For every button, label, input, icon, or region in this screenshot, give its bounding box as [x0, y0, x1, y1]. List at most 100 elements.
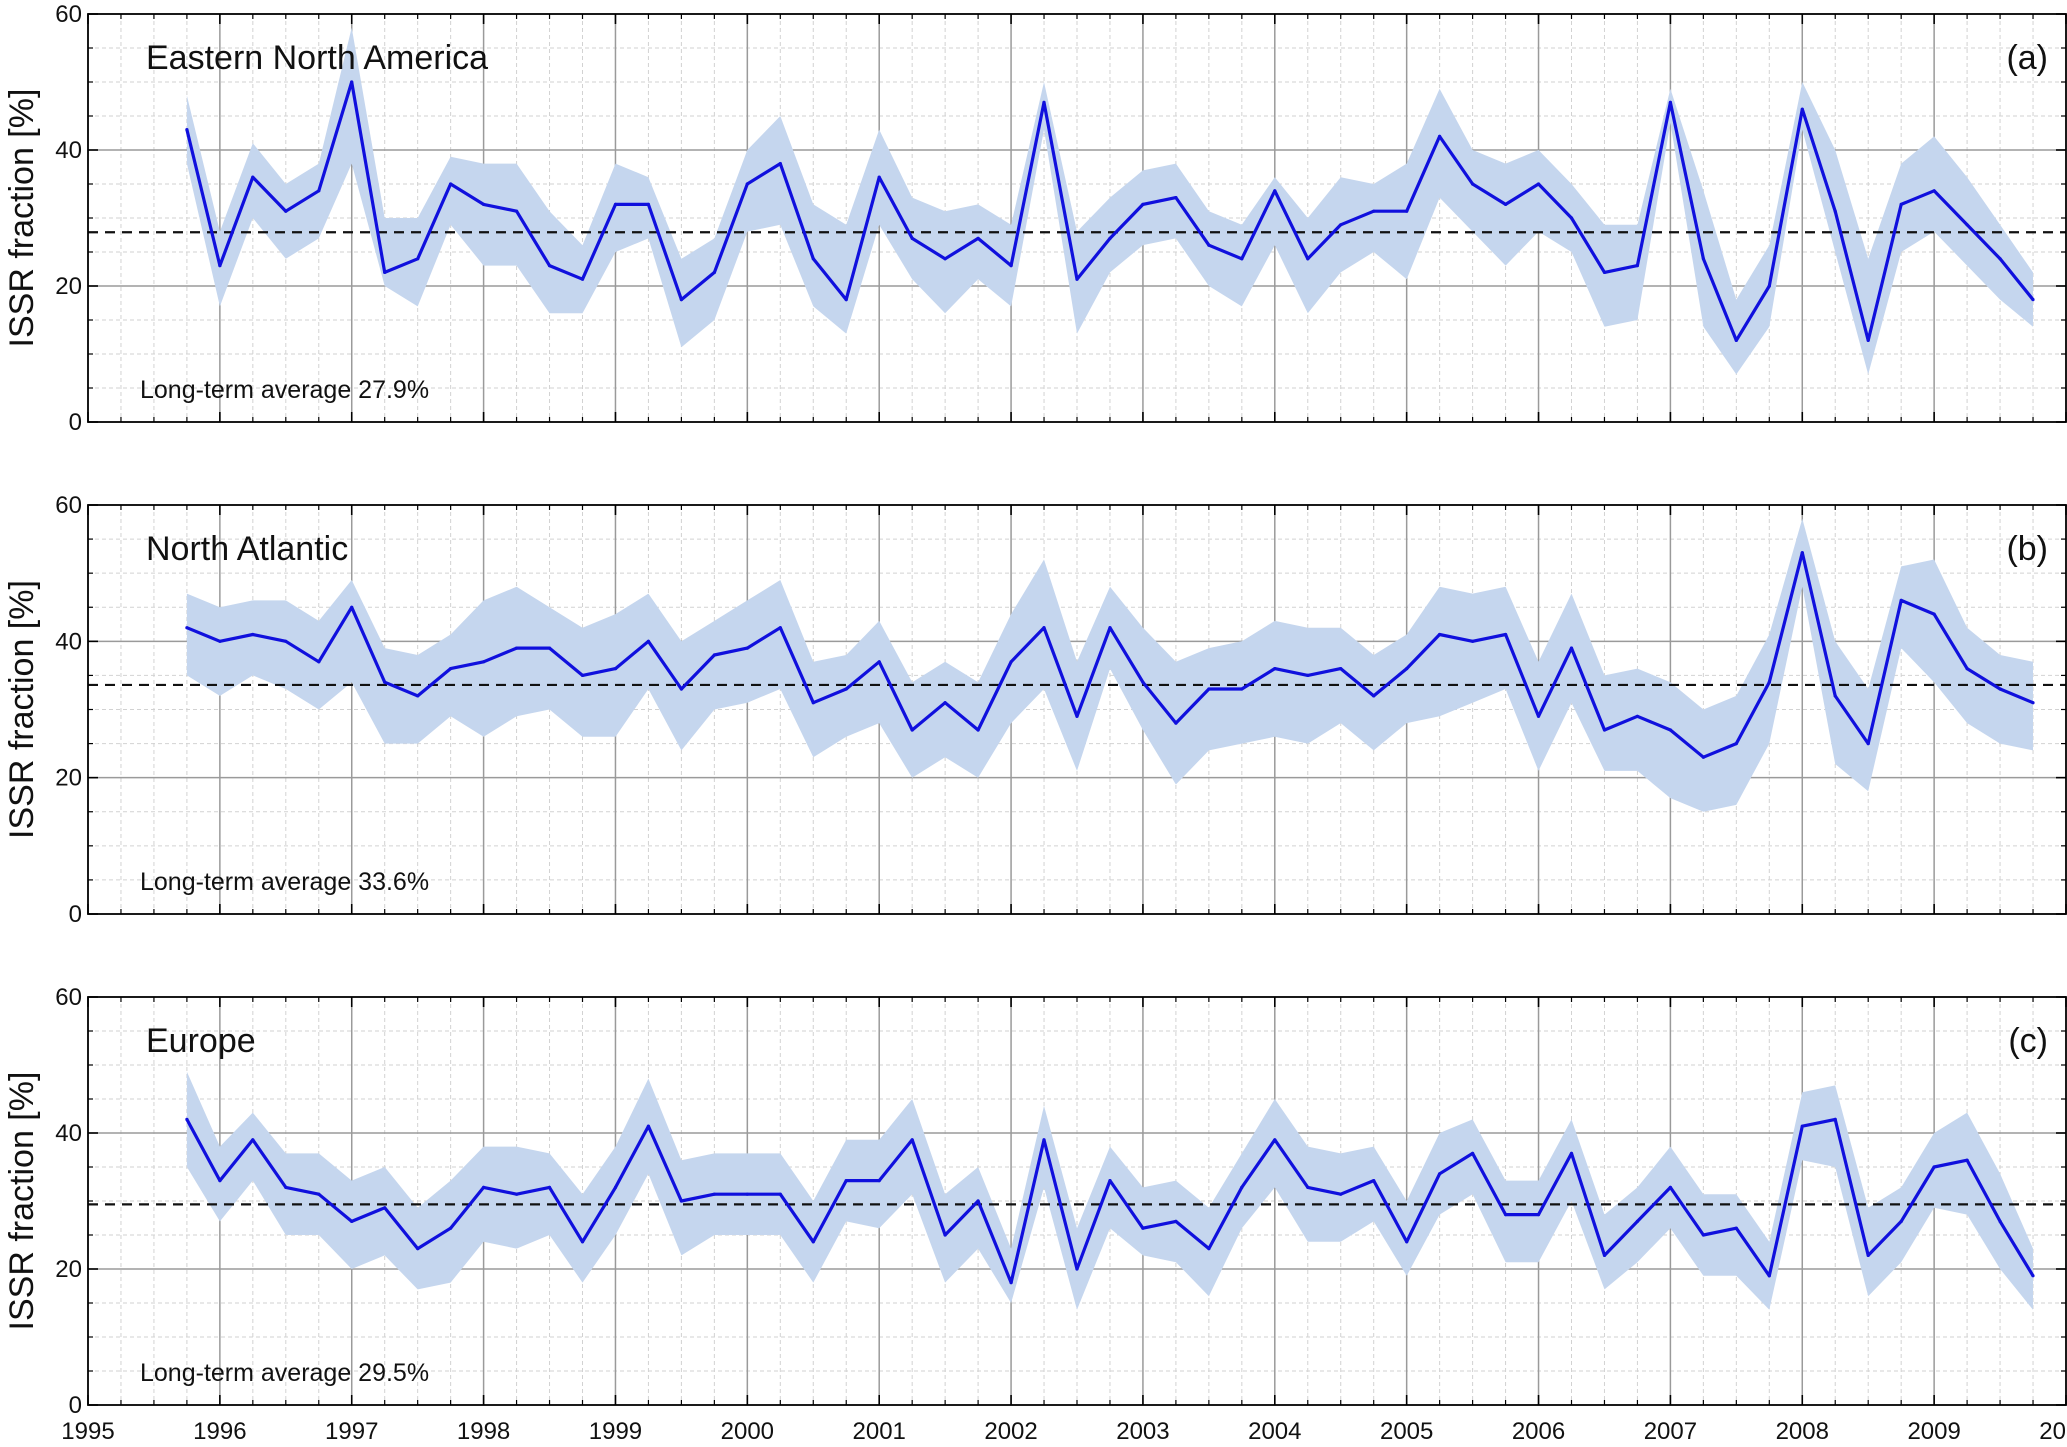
data-point — [482, 202, 486, 206]
data-point — [1405, 667, 1409, 671]
y-tick-label: 20 — [55, 765, 82, 792]
y-tick-label: 0 — [69, 1392, 82, 1419]
data-point — [646, 639, 651, 643]
x-tick-label: 2002 — [984, 1418, 1037, 1445]
data-point — [877, 660, 881, 664]
data-point — [1108, 626, 1112, 630]
data-point — [1536, 182, 1541, 186]
data-point — [1833, 1117, 1837, 1121]
data-point — [745, 182, 749, 186]
data-point — [1701, 257, 1705, 261]
data-point — [350, 1219, 354, 1223]
data-point — [251, 175, 255, 179]
data-point — [1569, 646, 1574, 650]
data-point — [844, 1179, 848, 1183]
long-term-average-label: Long-term average 27.9% — [140, 376, 429, 404]
data-point — [679, 1199, 684, 1203]
data-point — [2031, 1274, 2035, 1278]
y-tick-label: 40 — [55, 1120, 82, 1147]
data-point — [1141, 202, 1145, 206]
data-point — [515, 646, 519, 650]
data-point — [943, 701, 947, 705]
data-point — [1866, 1253, 1870, 1257]
data-point — [811, 701, 815, 705]
data-point — [1899, 1219, 1903, 1223]
uncertainty-band — [186, 27, 2033, 375]
data-point — [251, 632, 255, 637]
y-axis-label: ISSR fraction [%] — [3, 580, 41, 839]
x-tick-label: 2010 — [2039, 1418, 2067, 1445]
x-tick-label: 1999 — [589, 1418, 642, 1445]
long-term-average-label: Long-term average 33.6% — [140, 868, 429, 896]
data-point — [1965, 223, 1969, 227]
x-tick-label: 2007 — [1644, 1418, 1697, 1445]
data-point — [515, 209, 519, 213]
data-point — [1273, 1138, 1277, 1142]
data-point — [1108, 1179, 1112, 1183]
data-point — [218, 1179, 222, 1183]
x-tick-label: 2003 — [1116, 1418, 1169, 1445]
data-point — [1339, 1192, 1343, 1196]
data-point — [1668, 728, 1672, 732]
data-point — [284, 639, 288, 643]
data-point — [613, 667, 618, 671]
data-point — [1833, 209, 1837, 213]
data-point — [1899, 202, 1903, 206]
data-point — [1767, 284, 1771, 288]
data-point — [1207, 243, 1211, 247]
data-point — [1965, 1158, 1969, 1162]
data-point — [1075, 1267, 1079, 1271]
data-point — [1372, 209, 1376, 213]
data-point — [547, 1185, 552, 1189]
data-point — [1207, 687, 1211, 691]
data-point — [1207, 1247, 1211, 1251]
data-point — [778, 162, 782, 166]
data-point — [580, 1240, 585, 1244]
long-term-average-label: Long-term average 29.5% — [140, 1359, 429, 1387]
data-point — [877, 175, 881, 179]
data-point — [1536, 1213, 1541, 1217]
data-point — [943, 257, 947, 261]
data-point — [1405, 1240, 1409, 1244]
data-point — [1306, 1185, 1310, 1189]
data-point — [976, 1199, 980, 1203]
data-point — [1240, 257, 1244, 261]
data-point — [251, 1138, 255, 1142]
data-point — [1075, 277, 1079, 281]
data-point — [910, 1138, 914, 1142]
data-point — [1569, 216, 1574, 220]
data-point — [515, 1192, 519, 1196]
data-point — [482, 1185, 486, 1189]
data-point — [712, 270, 717, 274]
data-point — [712, 653, 717, 657]
data-point — [1372, 1179, 1376, 1183]
data-point — [1405, 209, 1409, 213]
data-point — [416, 257, 420, 261]
data-point — [218, 264, 222, 268]
data-point — [844, 687, 848, 691]
data-point — [976, 728, 980, 732]
data-point — [350, 605, 354, 609]
data-point — [976, 236, 980, 240]
data-point — [1372, 694, 1376, 698]
x-tick-label: 2004 — [1248, 1418, 1301, 1445]
data-point — [1569, 1151, 1574, 1155]
data-point — [1998, 1219, 2002, 1223]
data-point — [383, 680, 387, 684]
x-tick-label: 2009 — [1907, 1418, 1960, 1445]
data-point — [1141, 680, 1145, 684]
y-tick-label: 0 — [69, 901, 82, 928]
x-tick-label: 1995 — [61, 1418, 114, 1445]
data-point — [1240, 687, 1244, 691]
data-point — [317, 660, 321, 664]
data-point — [646, 1124, 651, 1128]
data-point — [1273, 189, 1277, 193]
panel-label: (a) — [2006, 39, 2048, 77]
data-point — [580, 277, 585, 281]
data-point — [613, 202, 618, 206]
x-tick-label: 2005 — [1380, 1418, 1433, 1445]
data-point — [1042, 626, 1046, 630]
panel-label: (b) — [2006, 530, 2048, 568]
region-label: North Atlantic — [146, 530, 348, 568]
data-point — [1174, 1219, 1178, 1223]
